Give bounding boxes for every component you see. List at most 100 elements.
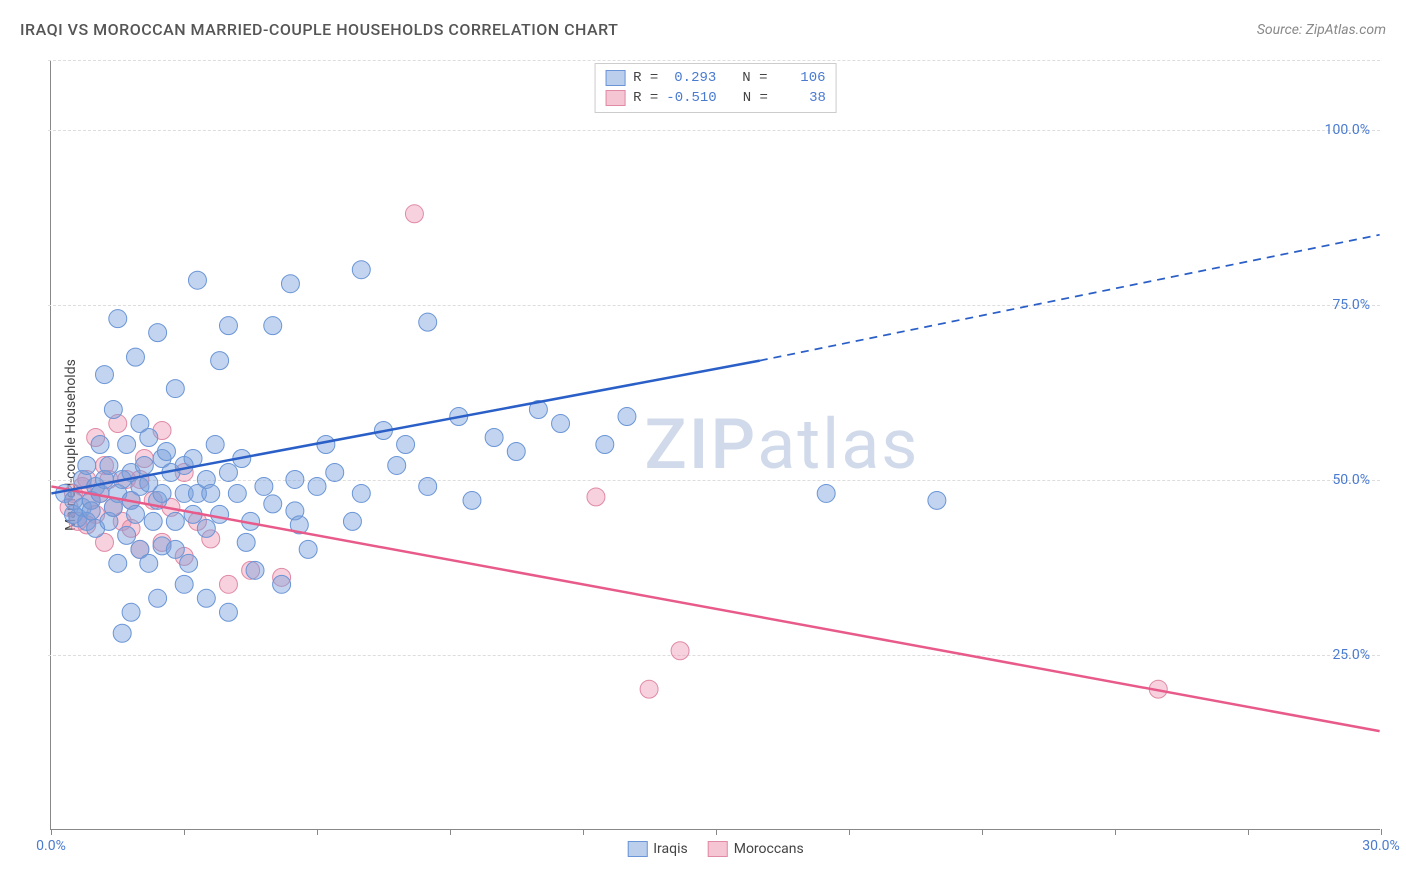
- iraqis-point: [166, 380, 184, 398]
- iraqis-point: [166, 540, 184, 558]
- iraqis-point: [219, 463, 237, 481]
- r-label: R =: [633, 90, 658, 106]
- scatter-plot-svg: [51, 60, 1380, 829]
- n-label: N =: [743, 90, 768, 106]
- iraqis-point: [175, 575, 193, 593]
- r-label: R =: [633, 70, 658, 86]
- iraqis-point: [352, 261, 370, 279]
- iraqis-point: [264, 495, 282, 513]
- x-tick-label: 0.0%: [36, 838, 66, 854]
- iraqis-point: [96, 366, 114, 384]
- iraqis-point: [246, 561, 264, 579]
- iraqis-point: [485, 429, 503, 447]
- iraqis-point: [219, 317, 237, 335]
- series-legend: Iraqis Moroccans: [627, 841, 804, 857]
- iraqis-point: [157, 443, 175, 461]
- iraqis-point: [281, 275, 299, 293]
- iraqis-point: [113, 624, 131, 642]
- iraqis-point: [463, 491, 481, 509]
- legend-label-moroccans: Moroccans: [734, 841, 804, 857]
- iraqis-point: [197, 589, 215, 607]
- r-value-iraqis: 0.293: [666, 70, 716, 86]
- iraqis-point: [188, 271, 206, 289]
- stats-row-iraqis: R = 0.293 N = 106: [605, 68, 826, 88]
- iraqis-point: [352, 484, 370, 502]
- moroccans-point: [219, 575, 237, 593]
- iraqis-point: [273, 575, 291, 593]
- iraqis-trend-line-dashed: [760, 235, 1380, 361]
- iraqis-point: [109, 554, 127, 572]
- r-value-moroccans: -0.510: [666, 90, 716, 106]
- n-value-iraqis: 106: [776, 70, 826, 86]
- swatch-pink-icon: [605, 90, 625, 106]
- n-label: N =: [742, 70, 767, 86]
- iraqis-point: [126, 348, 144, 366]
- legend-item-moroccans: Moroccans: [708, 841, 804, 857]
- chart-container: IRAQI VS MOROCCAN MARRIED-COUPLE HOUSEHO…: [0, 0, 1406, 892]
- iraqis-point: [596, 436, 614, 454]
- iraqis-point: [82, 502, 100, 520]
- iraqis-point: [122, 603, 140, 621]
- iraqis-point: [180, 554, 198, 572]
- iraqis-point: [255, 477, 273, 495]
- moroccans-point: [405, 205, 423, 223]
- plot-area: Married-couple Households ZIPatlas 25.0%…: [50, 60, 1380, 830]
- iraqis-point: [228, 484, 246, 502]
- iraqis-point: [264, 317, 282, 335]
- swatch-pink-icon: [708, 841, 728, 857]
- iraqis-point: [299, 540, 317, 558]
- iraqis-point: [149, 324, 167, 342]
- iraqis-point: [135, 456, 153, 474]
- iraqis-point: [817, 484, 835, 502]
- iraqis-point: [419, 477, 437, 495]
- iraqis-point: [118, 436, 136, 454]
- iraqis-point: [317, 436, 335, 454]
- moroccans-trend-line: [51, 486, 1379, 731]
- moroccans-point: [587, 488, 605, 506]
- iraqis-point: [419, 313, 437, 331]
- stats-row-moroccans: R = -0.510 N = 38: [605, 88, 826, 108]
- iraqis-point: [286, 470, 304, 488]
- iraqis-point: [202, 484, 220, 502]
- stats-legend: R = 0.293 N = 106 R = -0.510 N = 38: [594, 63, 837, 113]
- iraqis-point: [237, 533, 255, 551]
- x-tick-label: 30.0%: [1362, 838, 1400, 854]
- iraqis-point: [126, 505, 144, 523]
- iraqis-point: [326, 463, 344, 481]
- swatch-blue-icon: [605, 70, 625, 86]
- chart-title: IRAQI VS MOROCCAN MARRIED-COUPLE HOUSEHO…: [20, 20, 618, 39]
- iraqis-point: [397, 436, 415, 454]
- iraqis-point: [197, 519, 215, 537]
- iraqis-point: [552, 415, 570, 433]
- iraqis-point: [153, 484, 171, 502]
- iraqis-point: [100, 456, 118, 474]
- iraqis-point: [388, 456, 406, 474]
- iraqis-point: [928, 491, 946, 509]
- iraqis-point: [140, 554, 158, 572]
- iraqis-point: [78, 456, 96, 474]
- moroccans-point: [671, 642, 689, 660]
- iraqis-point: [308, 477, 326, 495]
- iraqis-point: [118, 526, 136, 544]
- iraqis-point: [109, 310, 127, 328]
- n-value-moroccans: 38: [776, 90, 826, 106]
- iraqis-point: [149, 589, 167, 607]
- iraqis-point: [507, 443, 525, 461]
- iraqis-point: [211, 505, 229, 523]
- moroccans-point: [640, 680, 658, 698]
- legend-item-iraqis: Iraqis: [627, 841, 687, 857]
- legend-label-iraqis: Iraqis: [653, 841, 687, 857]
- source-label: Source: ZipAtlas.com: [1257, 22, 1386, 38]
- iraqis-point: [343, 512, 361, 530]
- title-bar: IRAQI VS MOROCCAN MARRIED-COUPLE HOUSEHO…: [20, 20, 1386, 39]
- iraqis-point: [104, 401, 122, 419]
- iraqis-point: [91, 436, 109, 454]
- iraqis-point: [144, 512, 162, 530]
- iraqis-point: [211, 352, 229, 370]
- iraqis-point: [618, 408, 636, 426]
- iraqis-point: [206, 436, 224, 454]
- iraqis-point: [219, 603, 237, 621]
- swatch-blue-icon: [627, 841, 647, 857]
- iraqis-point: [166, 512, 184, 530]
- iraqis-point: [140, 429, 158, 447]
